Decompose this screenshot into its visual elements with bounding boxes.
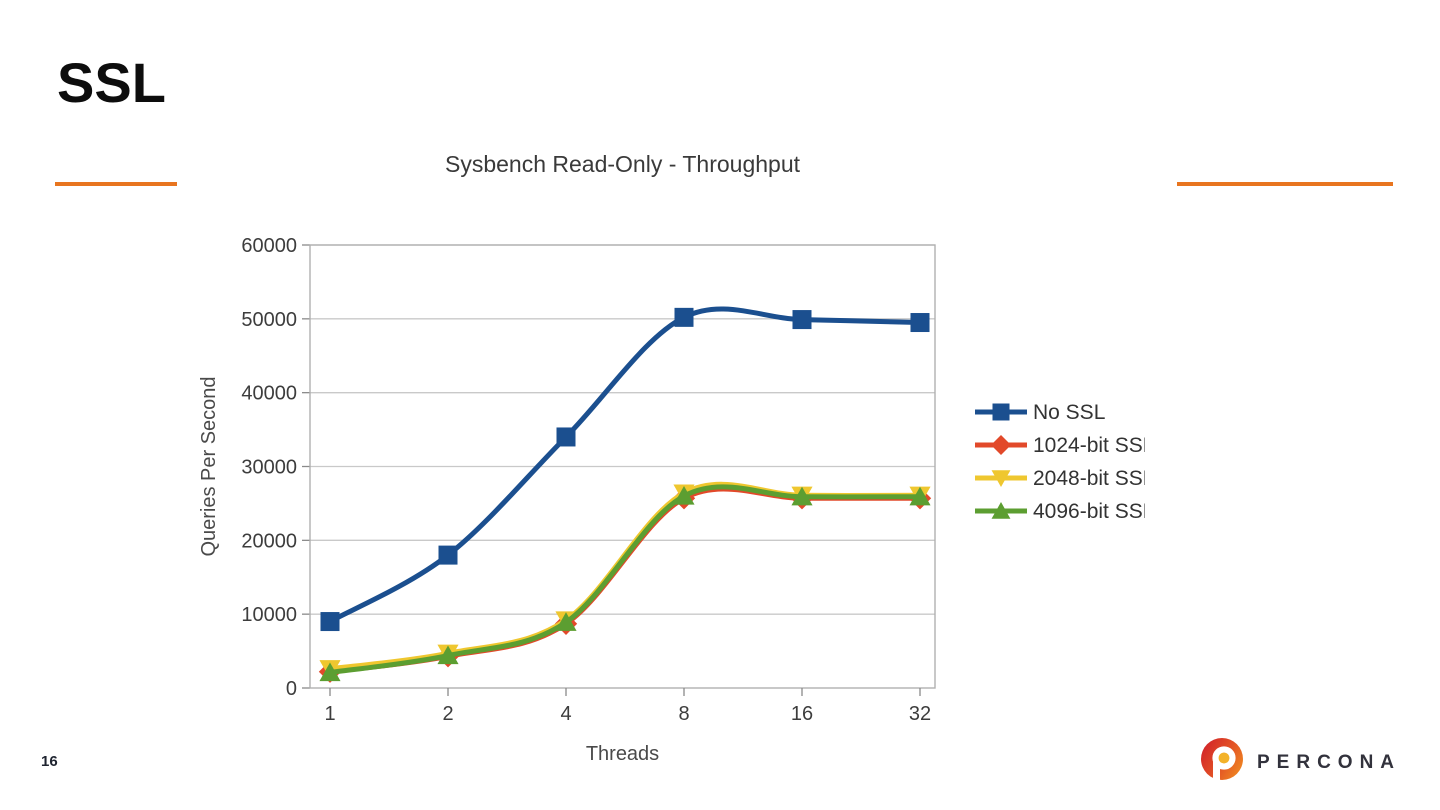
series-no-ssl (320, 306, 930, 632)
legend-label: No SSL (1033, 401, 1105, 424)
x-tick-label: 16 (791, 703, 813, 725)
series-1024-bit-ssl (318, 486, 932, 683)
slide-title: SSL (57, 51, 166, 114)
legend-label: 2048-bit SSL (1033, 467, 1145, 490)
legend-label: 4096-bit SSL (1033, 500, 1145, 523)
plot-border (309, 244, 936, 689)
x-axis-title: Threads (586, 743, 659, 765)
x-tick-label: 1 (324, 703, 335, 725)
x-tick-label: 4 (560, 703, 571, 725)
y-tick-label: 0 (286, 678, 297, 700)
x-tick-label: 32 (909, 703, 931, 725)
y-tick-label: 20000 (241, 530, 297, 552)
y-tick-label: 60000 (241, 235, 297, 257)
legend-item: 4096-bit SSL (975, 500, 1154, 523)
page-number: 16 (41, 753, 58, 770)
legend-label: 1024-bit SSL (1033, 434, 1145, 457)
y-axis: 0 10000 20000 30000 40000 50000 60000 (241, 235, 310, 700)
y-tick-label: 30000 (241, 457, 297, 479)
series-line-1024-bit-ssl (327, 486, 923, 675)
legend-item: No SSL (975, 401, 1105, 424)
chart-title: Sysbench Read-Only - Throughput (445, 151, 801, 177)
y-axis-title: Queries Per Second (198, 376, 220, 556)
chart-container: Sysbench Read-Only - Throughput Queries P… (195, 140, 1154, 785)
y-tick-label: 10000 (241, 604, 297, 626)
percona-logo-mark (1201, 738, 1243, 783)
x-axis: 1 2 4 8 16 32 (324, 688, 931, 725)
decorative-accent-line (1177, 182, 1393, 186)
series-4096-bit-ssl (319, 484, 931, 682)
series-line-4096-bit-ssl (327, 484, 923, 675)
throughput-chart: Sysbench Read-Only - Throughput Queries P… (198, 151, 1154, 765)
y-tick-label: 40000 (241, 383, 297, 405)
legend: No SSL 1024-bit SSL 2048-bit SSL 4096-bit S… (975, 401, 1154, 523)
title-accent-line (55, 182, 177, 186)
series-line-no-ssl (327, 306, 923, 625)
legend-item: 1024-bit SSL (975, 434, 1154, 457)
legend-item: 2048-bit SSL (975, 467, 1154, 490)
y-tick-label: 50000 (241, 309, 297, 331)
percona-logo: PERCONA (1199, 737, 1401, 789)
x-tick-label: 2 (442, 703, 453, 725)
x-tick-label: 8 (678, 703, 689, 725)
percona-wordmark: PERCONA (1257, 752, 1402, 773)
